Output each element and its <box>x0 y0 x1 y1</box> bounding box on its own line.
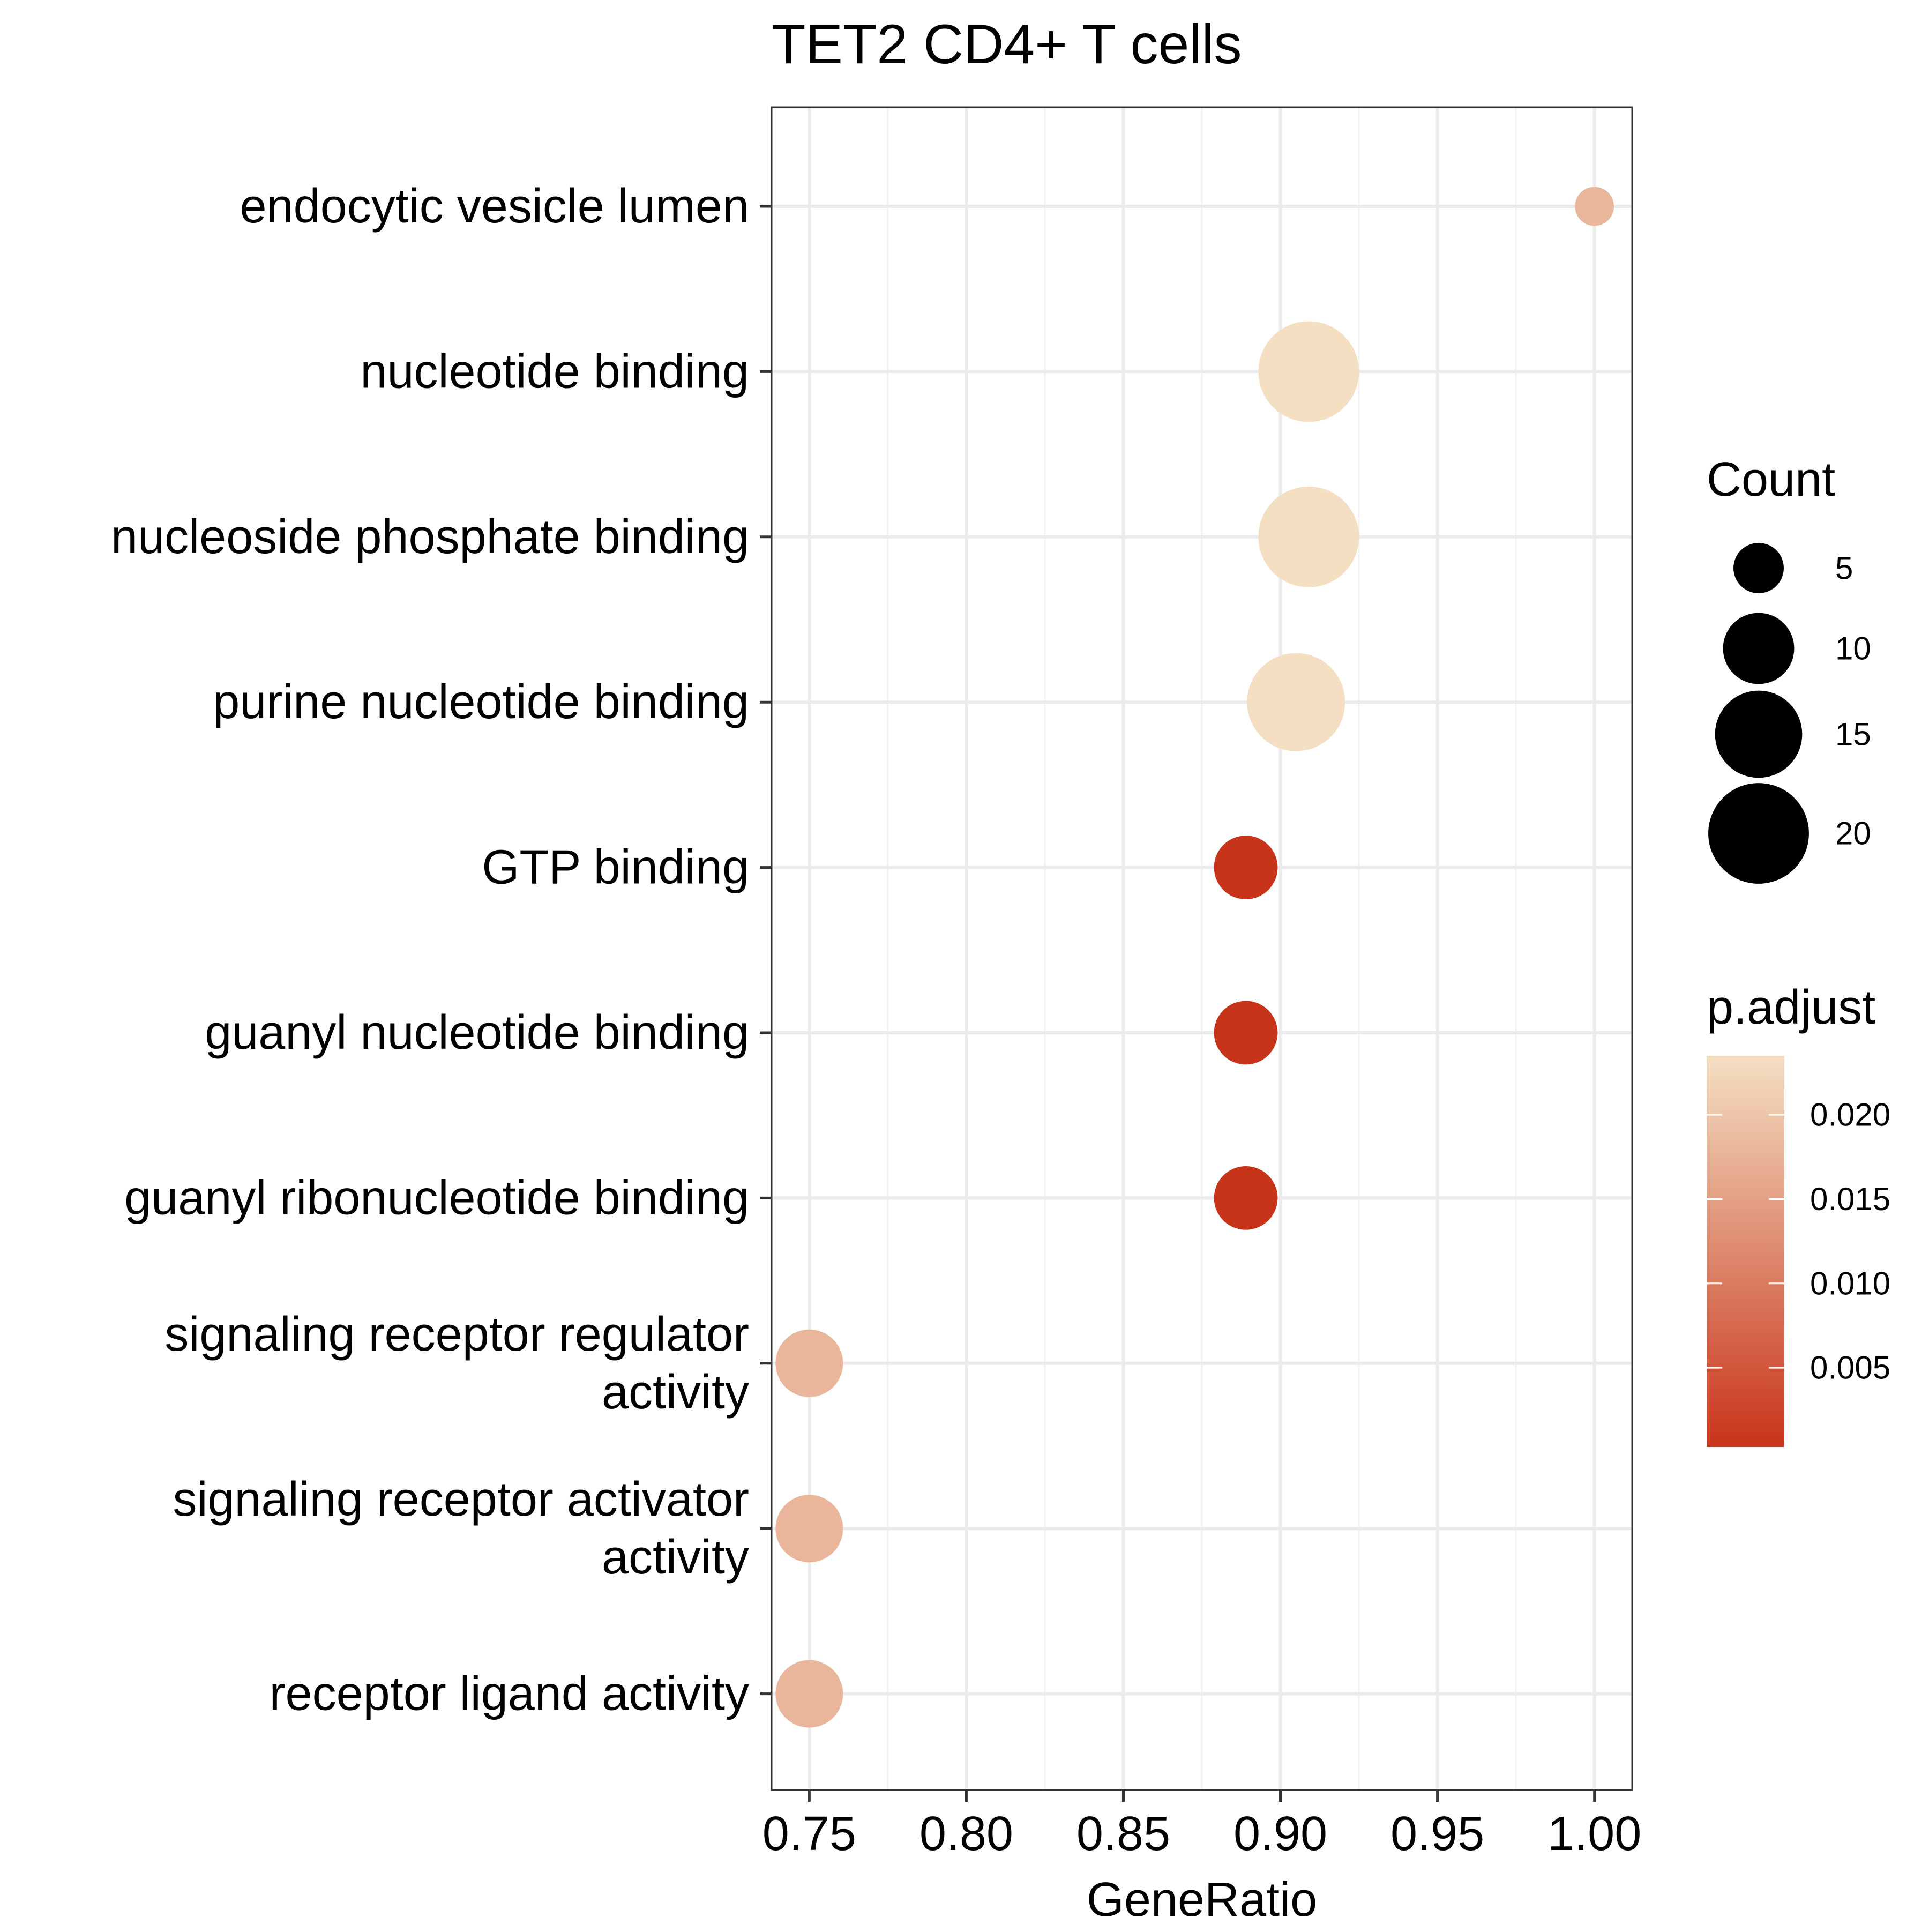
count-legend-label: 15 <box>1835 717 1871 752</box>
data-point <box>1258 321 1359 422</box>
count-legend-key <box>1715 690 1803 778</box>
p-adjust-colorbar <box>1707 1056 1784 1447</box>
x-tick-label: 0.75 <box>762 1807 856 1861</box>
count-legend: Count 5 10 15 20 <box>1707 453 1871 884</box>
y-tick-label: endocytic vesicle lumen <box>240 180 749 233</box>
y-tick-label: purine nucleotide binding <box>213 675 749 729</box>
data-point <box>1247 653 1345 751</box>
y-tick-label: GTP binding <box>482 841 749 894</box>
data-point <box>1258 486 1359 587</box>
count-legend-key <box>1708 783 1809 884</box>
data-points <box>775 187 1614 1728</box>
y-axis: endocytic vesicle lumen nucleotide bindin… <box>111 180 772 1721</box>
y-tick-label: nucleoside phosphate binding <box>111 510 749 564</box>
p-adjust-tick-label: 0.015 <box>1810 1181 1890 1217</box>
p-adjust-tick-label: 0.010 <box>1810 1265 1890 1301</box>
grid-lines <box>772 107 1632 1790</box>
x-tick-label: 0.80 <box>919 1807 1013 1861</box>
p-adjust-tick-label: 0.005 <box>1810 1350 1890 1386</box>
x-axis: 0.75 0.80 0.85 0.90 0.95 1.00 <box>762 1790 1641 1861</box>
x-tick-label: 0.90 <box>1233 1807 1327 1861</box>
x-tick-label: 1.00 <box>1547 1807 1641 1861</box>
p-adjust-tick-label: 0.020 <box>1810 1097 1890 1133</box>
count-legend-label: 5 <box>1835 550 1853 586</box>
panel-border <box>771 106 1633 1791</box>
data-point <box>1214 1166 1278 1230</box>
y-tick-label: guanyl nucleotide binding <box>205 1006 749 1060</box>
y-tick-label: activity <box>602 1531 749 1584</box>
count-legend-key <box>1733 543 1784 593</box>
y-tick-label: signaling receptor regulator <box>165 1308 749 1361</box>
count-legend-label: 20 <box>1835 816 1871 852</box>
chart-title: TET2 CD4+ T cells <box>772 13 1242 76</box>
count-legend-title: Count <box>1707 453 1835 506</box>
y-tick-label: receptor ligand activity <box>270 1667 749 1721</box>
p-adjust-legend-title: p.adjust <box>1707 981 1875 1034</box>
count-legend-key <box>1723 613 1795 684</box>
y-tick-label: nucleotide binding <box>360 345 749 398</box>
x-axis-title: GeneRatio <box>1087 1873 1317 1927</box>
data-point <box>1214 836 1278 899</box>
y-tick-label: guanyl ribonucleotide binding <box>124 1171 749 1225</box>
data-point <box>775 1660 843 1728</box>
count-legend-label: 10 <box>1835 631 1871 667</box>
x-tick-label: 0.85 <box>1076 1807 1170 1861</box>
y-tick-label: activity <box>602 1366 749 1419</box>
data-point <box>775 1495 843 1563</box>
p-adjust-legend: p.adjust 0.005 0.010 0.015 0.020 <box>1707 981 1890 1447</box>
data-point <box>1575 187 1614 226</box>
data-point <box>1214 1001 1278 1065</box>
y-tick-label: signaling receptor activator <box>173 1473 749 1526</box>
x-tick-label: 0.95 <box>1390 1807 1484 1861</box>
data-point <box>775 1329 843 1397</box>
